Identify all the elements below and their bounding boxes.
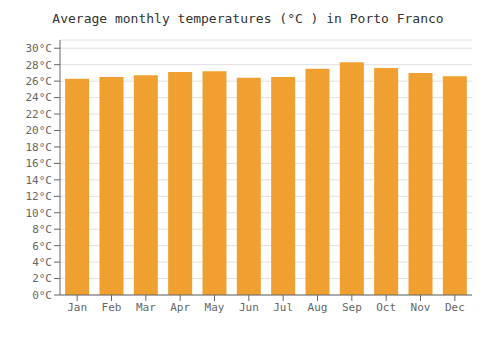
svg-text:Jul: Jul	[273, 301, 293, 314]
svg-text:Aug: Aug	[308, 301, 328, 314]
svg-text:26°C: 26°C	[26, 75, 53, 88]
svg-text:16°C: 16°C	[26, 157, 53, 170]
svg-text:24°C: 24°C	[26, 91, 53, 104]
html-text:Average monthly temperatures (: Average monthly temperatures (°C ) in Po…	[52, 11, 444, 26]
svg-text:6°C: 6°C	[32, 240, 52, 253]
svg-text:Jan: Jan	[67, 301, 87, 314]
svg-text:28°C: 28°C	[26, 59, 53, 72]
svg-text:Feb: Feb	[102, 301, 122, 314]
svg-text:30°C: 30°C	[26, 42, 53, 55]
svg-text:Nov: Nov	[411, 301, 431, 314]
svg-text:18°C: 18°C	[26, 141, 53, 154]
svg-text:Sep: Sep	[342, 301, 362, 314]
svg-text:Apr: Apr	[170, 301, 190, 314]
svg-text:12°C: 12°C	[26, 190, 53, 203]
svg-text:8°C: 8°C	[32, 223, 52, 236]
svg-text:4°C: 4°C	[32, 256, 52, 269]
svg-text:May: May	[205, 301, 225, 314]
svg-text:20°C: 20°C	[26, 124, 53, 137]
svg-text:0°C: 0°C	[32, 289, 52, 302]
svg-text:Oct: Oct	[376, 301, 396, 314]
svg-text:2°C: 2°C	[32, 272, 52, 285]
svg-text:22°C: 22°C	[26, 108, 53, 121]
svg-text:Mar: Mar	[136, 301, 156, 314]
svg-text:10°C: 10°C	[26, 207, 53, 220]
svg-text:14°C: 14°C	[26, 174, 53, 187]
svg-text:Dec: Dec	[445, 301, 465, 314]
svg-text:Jun: Jun	[239, 301, 259, 314]
